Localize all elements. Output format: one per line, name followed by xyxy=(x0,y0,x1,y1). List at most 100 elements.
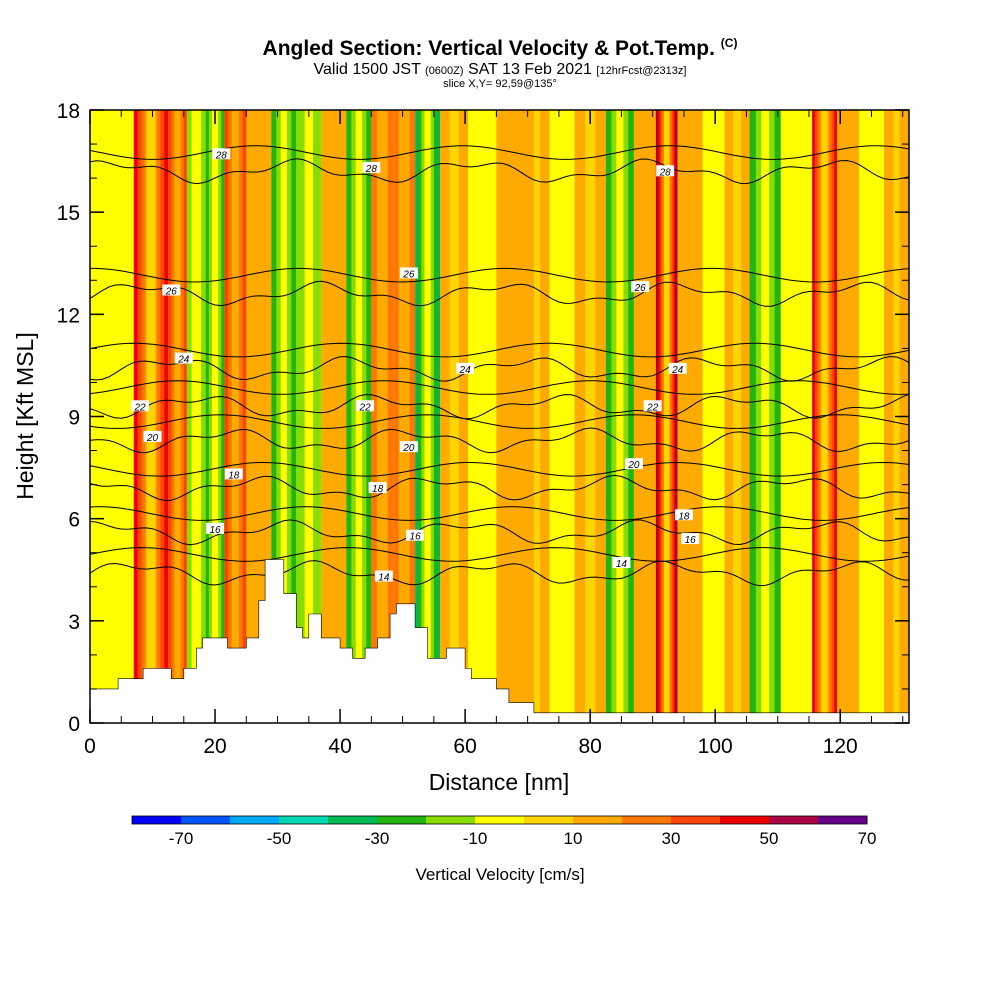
slice-info: slice X,Y= 92,59@135° xyxy=(443,78,557,90)
velocity-band xyxy=(549,110,575,723)
velocity-band xyxy=(424,110,431,723)
velocity-band xyxy=(533,110,541,723)
contour-label: 18 xyxy=(368,482,387,495)
colorbar-swatch xyxy=(475,816,525,824)
svg-text:26: 26 xyxy=(634,283,647,294)
y-tick-label: 6 xyxy=(68,509,80,532)
valid-time: Valid 1500 JST xyxy=(313,61,421,78)
theta-contour-16 xyxy=(90,519,909,546)
colorbar-swatch xyxy=(720,816,770,824)
valid-date: SAT 13 Feb 2021 xyxy=(468,61,592,78)
svg-text:22: 22 xyxy=(646,402,659,413)
velocity-band xyxy=(702,110,725,723)
chart-title: Angled Section: Vertical Velocity & Pot.… xyxy=(0,36,1000,61)
velocity-band xyxy=(664,110,670,723)
contour-label: 22 xyxy=(356,400,375,413)
colorbar-swatch xyxy=(377,816,427,824)
colorbar-swatch xyxy=(230,816,280,824)
velocity-band xyxy=(211,110,219,723)
velocity-band xyxy=(616,110,624,723)
theta-contour-line xyxy=(90,461,909,477)
svg-text:24: 24 xyxy=(459,365,472,376)
velocity-band xyxy=(376,110,388,723)
contour-label: 26 xyxy=(631,281,650,294)
y-tick-label: 12 xyxy=(57,304,80,327)
colorbar-swatch xyxy=(573,816,623,824)
svg-text:14: 14 xyxy=(378,573,390,584)
colorbar-label: Vertical Velocity [cm/s] xyxy=(415,865,584,884)
velocity-field xyxy=(90,110,909,723)
y-tick-label: 9 xyxy=(68,407,80,430)
theta-contour-26 xyxy=(90,280,909,307)
contour-label: 14 xyxy=(612,556,631,570)
svg-text:16: 16 xyxy=(685,535,697,546)
colorbar-frame xyxy=(131,815,868,825)
velocity-band xyxy=(146,110,156,723)
colorbar-tick-label: -70 xyxy=(169,829,194,848)
svg-text:26: 26 xyxy=(165,286,178,297)
terrain xyxy=(90,559,909,723)
velocity-band xyxy=(837,110,859,723)
y-tick-label: 3 xyxy=(68,611,80,634)
x-tick-label: 0 xyxy=(84,735,96,758)
svg-text:16: 16 xyxy=(209,525,221,536)
svg-text:18: 18 xyxy=(372,484,384,495)
plot-area: 14 14 16 16 16 18 18 18 20 20 20 22 22 22 24 24 24 26 26 26… xyxy=(90,110,909,723)
velocity-band xyxy=(321,110,347,723)
svg-text:28: 28 xyxy=(365,164,378,175)
contour-label: 20 xyxy=(143,430,162,444)
theta-contour-line xyxy=(90,380,909,395)
contour-label: 16 xyxy=(206,522,225,536)
svg-text:24: 24 xyxy=(671,365,684,376)
contour-label: 28 xyxy=(656,165,675,178)
velocity-band xyxy=(732,110,742,723)
velocity-band xyxy=(449,110,459,723)
contour-label: 24 xyxy=(456,362,475,376)
y-axis-label: Height [Kft MSL] xyxy=(12,332,38,499)
svg-text:16: 16 xyxy=(410,532,422,543)
svg-text:20: 20 xyxy=(402,443,415,454)
colorbar-swatch xyxy=(279,816,329,824)
theta-contour-28 xyxy=(90,158,909,185)
contour-label: 28 xyxy=(212,148,231,161)
contour-label: 26 xyxy=(162,284,181,297)
svg-text:28: 28 xyxy=(215,150,228,161)
contour-label: 16 xyxy=(681,533,700,546)
chart-subtitle: Valid 1500 JST (0600Z) SAT 13 Feb 2021 [… xyxy=(0,61,1000,79)
theta-contour-24 xyxy=(90,355,909,382)
contour-label: 24 xyxy=(668,362,687,376)
contour-label: 16 xyxy=(406,529,425,543)
axes: 0 20 40 60 80 100 120 0 3 6 9 12 15 18 xyxy=(57,100,909,758)
y-tick-label: 0 xyxy=(68,713,80,736)
contour-label: 20 xyxy=(624,458,643,471)
contour-label: 18 xyxy=(224,468,243,481)
colorbar: -70 -50 -30 -10 10 30 50 70 xyxy=(131,815,876,848)
colorbar-swatch xyxy=(132,816,182,824)
velocity-band xyxy=(761,110,770,723)
chart-title-text: Angled Section: Vertical Velocity & Pot.… xyxy=(262,37,715,60)
x-tick-label: 80 xyxy=(578,735,601,758)
colorbar-swatch xyxy=(181,816,231,824)
colorbar-swatch xyxy=(622,816,672,824)
x-tick-label: 100 xyxy=(698,735,733,758)
x-tick-label: 40 xyxy=(328,735,351,758)
svg-text:22: 22 xyxy=(133,402,146,413)
contour-label: 14 xyxy=(374,570,393,584)
theta-contours xyxy=(90,145,909,587)
y-tick-label: 15 xyxy=(57,202,80,225)
contour-label: 20 xyxy=(399,441,418,454)
velocity-band xyxy=(468,110,497,723)
colorbar-swatch xyxy=(769,816,819,824)
x-tick-label: 20 xyxy=(203,735,226,758)
colorbar-tick-label: -30 xyxy=(365,829,390,848)
svg-text:18: 18 xyxy=(678,511,690,522)
valid-utc: (0600Z) xyxy=(425,65,464,77)
colorbar-tick-label: -50 xyxy=(267,829,292,848)
velocity-band xyxy=(496,110,525,723)
contour-label: 24 xyxy=(174,352,193,366)
colorbar-swatch xyxy=(818,816,868,824)
x-tick-label: 60 xyxy=(453,735,476,758)
colorbar-swatch xyxy=(426,816,476,824)
contour-labels: 14 14 16 16 16 18 18 18 20 20 20 22 22 22 24 24 24 26 26 26… xyxy=(131,148,700,584)
theta-contour-line xyxy=(90,342,909,358)
